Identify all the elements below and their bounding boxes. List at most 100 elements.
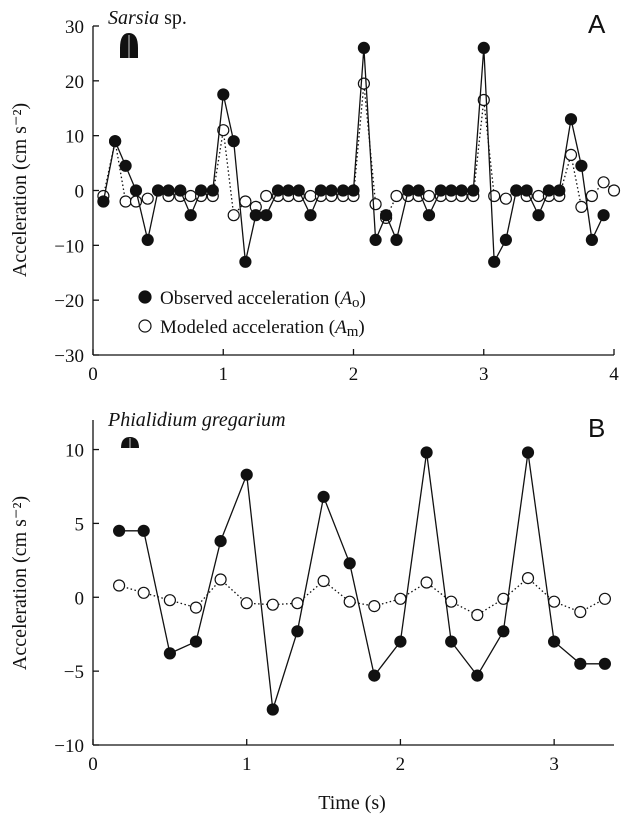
point-observed-a	[564, 113, 578, 126]
point-observed-a	[585, 233, 599, 246]
y-tick-label-b: 0	[75, 588, 85, 609]
point-observed-a	[119, 159, 132, 172]
x-tick-label-b: 0	[88, 754, 98, 775]
panel-letter-b: B	[588, 413, 605, 443]
point-observed-a	[162, 184, 175, 197]
point-modeled-b	[240, 597, 253, 610]
point-modeled-b	[574, 605, 587, 619]
legend-text-observed: Observed acceleration (Ao)	[160, 288, 366, 311]
y-tick-label-b: −10	[54, 736, 84, 757]
x-tick-label-b: 2	[396, 754, 406, 775]
point-observed-a	[520, 184, 533, 197]
point-observed-a	[292, 184, 305, 197]
point-observed-a	[390, 233, 403, 246]
x-axis-label: Time (s)	[318, 792, 386, 814]
series-a	[97, 41, 621, 268]
point-observed-a	[206, 184, 219, 197]
point-modeled-b	[266, 598, 279, 611]
point-modeled-b	[547, 595, 561, 608]
point-observed-a	[357, 41, 370, 55]
panel-letter-a: A	[588, 9, 606, 39]
point-observed-a	[249, 209, 262, 222]
y-tick-label-a: −30	[54, 346, 84, 367]
point-observed-a	[510, 184, 523, 197]
point-modeled-b	[497, 592, 510, 605]
point-modeled-b	[163, 594, 176, 607]
point-modeled-b	[420, 576, 433, 589]
point-observed-a	[467, 184, 480, 197]
legend-modeled-suffix: )	[358, 317, 364, 338]
point-modeled-b	[368, 599, 381, 613]
x-tick-label-a: 2	[349, 364, 359, 385]
y-tick-label-a: −10	[54, 236, 84, 257]
point-observed-a	[314, 184, 327, 197]
point-observed-a	[217, 88, 230, 101]
x-tick-label-a: 1	[219, 364, 229, 385]
point-observed-b	[189, 635, 203, 648]
point-observed-a	[129, 184, 143, 197]
y-tick-label-a: 10	[65, 127, 84, 148]
point-observed-a	[195, 184, 208, 197]
point-modeled-a	[564, 148, 578, 161]
y-tick-label-a: 0	[75, 182, 85, 203]
panel-a: Sarsia sp. A Acceleration (cm s⁻²) −30 −2…	[9, 7, 621, 385]
point-observed-b	[240, 468, 253, 481]
point-observed-a	[542, 184, 556, 197]
point-observed-a	[575, 159, 588, 172]
point-observed-b	[266, 703, 279, 716]
point-observed-b	[420, 446, 433, 459]
point-observed-a	[347, 184, 360, 197]
point-modeled-a	[227, 209, 240, 222]
point-modeled-b	[343, 595, 356, 608]
series-b	[112, 446, 612, 716]
species-name-a-italic: Sarsia	[108, 7, 159, 29]
x-tick-label-b: 3	[549, 754, 559, 775]
x-tick-label-b: 1	[242, 754, 252, 775]
x-tick-label-a: 3	[479, 364, 489, 385]
legend-modeled-prefix: Modeled acceleration (	[160, 317, 335, 338]
point-observed-a	[337, 184, 350, 197]
series-line-observed-a	[102, 47, 605, 265]
point-observed-b	[368, 669, 381, 682]
point-observed-b	[214, 534, 227, 548]
point-modeled-a	[532, 189, 545, 203]
species-name-b: Phialidium gregarium	[107, 409, 286, 431]
point-observed-b	[291, 625, 304, 638]
point-observed-a	[325, 184, 338, 197]
point-modeled-a	[217, 124, 230, 137]
y-tick-label-b: 5	[75, 514, 85, 535]
y-tick-label-a: 20	[65, 72, 84, 93]
point-observed-b	[471, 669, 484, 682]
point-modeled-a	[607, 184, 621, 197]
point-observed-a	[412, 184, 425, 197]
point-observed-a	[477, 41, 490, 55]
point-modeled-a	[390, 189, 403, 203]
point-observed-a	[271, 184, 285, 197]
point-observed-b	[547, 635, 561, 648]
point-observed-a	[108, 135, 122, 148]
point-observed-b	[574, 657, 587, 670]
point-modeled-a	[575, 200, 588, 213]
point-modeled-a	[499, 192, 512, 205]
species-suffix-a: sp.	[159, 7, 187, 29]
point-observed-a	[304, 209, 317, 222]
point-observed-a	[239, 255, 252, 268]
point-observed-b	[163, 647, 176, 660]
y-tick-label-a: 30	[65, 17, 84, 38]
point-observed-a	[97, 195, 110, 208]
point-modeled-b	[214, 573, 227, 586]
point-observed-a	[380, 209, 393, 222]
series-line-observed-b	[119, 452, 605, 710]
point-modeled-a	[304, 189, 317, 203]
point-observed-b	[394, 635, 407, 648]
legend-modeled-symbol: A	[333, 317, 347, 338]
point-observed-b	[521, 446, 535, 459]
legend-marker-observed	[138, 290, 152, 304]
panel-b: Phialidium gregarium B Acceleration (cm …	[9, 409, 614, 814]
y-axis-label-b: Acceleration (cm s⁻²)	[9, 496, 31, 670]
point-observed-a	[553, 184, 566, 197]
point-observed-b	[112, 524, 126, 537]
point-observed-b	[445, 635, 458, 648]
point-observed-a	[532, 209, 545, 222]
